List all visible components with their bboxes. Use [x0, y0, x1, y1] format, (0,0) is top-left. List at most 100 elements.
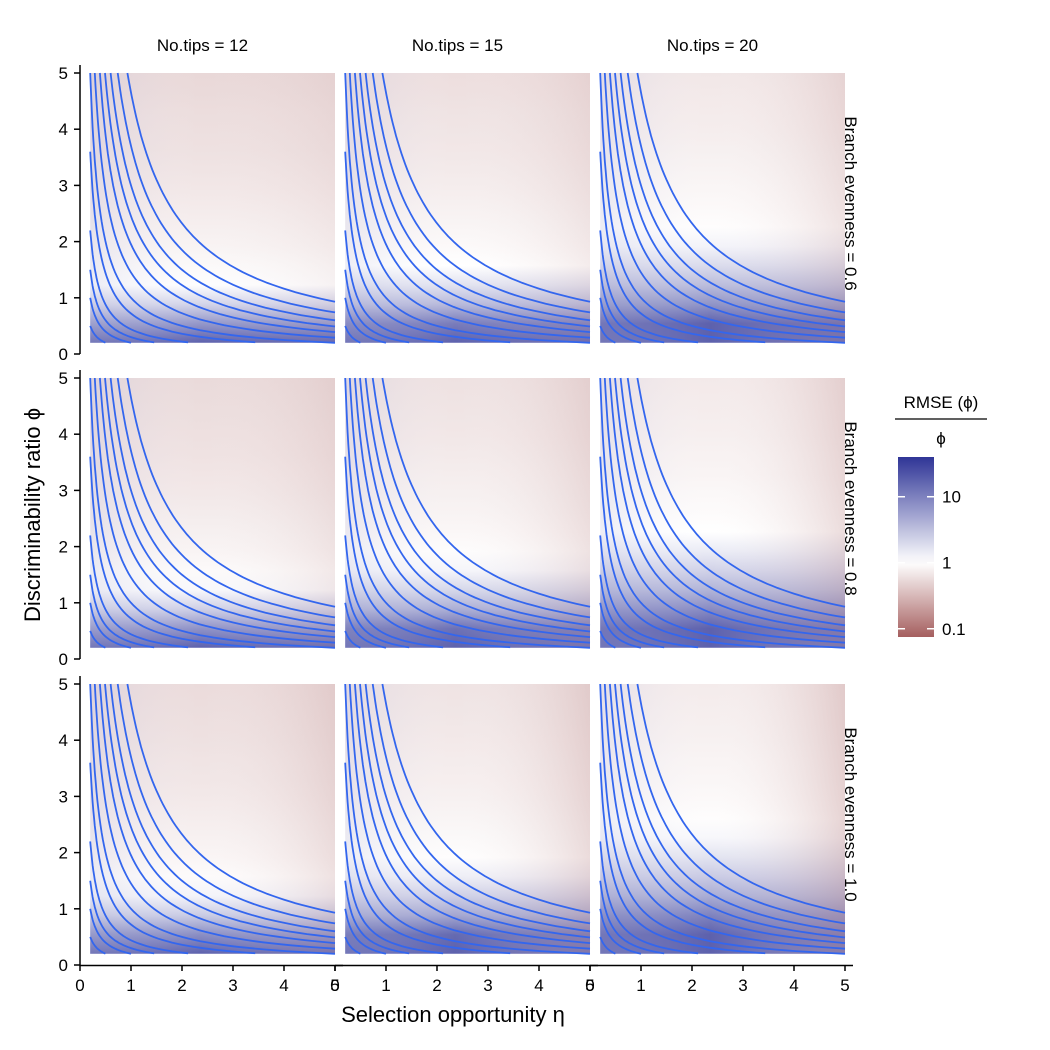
contour-line-7 [348, 377, 591, 644]
contour-line-12 [126, 377, 336, 608]
contour-line-8 [99, 683, 336, 944]
contour-line-11 [116, 683, 336, 925]
x-tick-label: 2 [687, 976, 696, 995]
contour-line-10 [364, 683, 591, 933]
contour-line-6 [344, 72, 591, 344]
contour-line-3 [599, 880, 665, 955]
x-tick-label: 5 [585, 976, 594, 995]
legend: RMSE (ϕ) ϕ 10 1 0.1 [895, 393, 987, 639]
contour-line-1 [599, 936, 616, 955]
y-axis-row-1: 0 1 2 3 4 5 [59, 64, 81, 364]
heatmap-tile-shade [90, 378, 335, 648]
contour-line-7 [348, 683, 591, 950]
heatmap-tile-shade [90, 73, 335, 343]
y-tick-label: 5 [59, 64, 68, 83]
legend-title-numerator: RMSE (ϕ) [904, 393, 979, 412]
contour-line-9 [614, 683, 846, 939]
heatmap-tile-shade [600, 378, 845, 648]
x-axis-col-2: 0 1 2 3 4 5 [330, 964, 598, 995]
contour-line-12 [381, 683, 591, 914]
contour-line-3 [89, 574, 155, 649]
y-tick-label: 5 [59, 675, 68, 694]
panel-r1-c1 [89, 72, 336, 344]
contour-line-12 [636, 377, 846, 608]
contour-line-10 [619, 72, 846, 322]
contour-line-2 [599, 602, 642, 649]
x-tick-label: 1 [126, 976, 135, 995]
contour-line-5 [344, 762, 511, 955]
contour-line-1 [344, 936, 361, 955]
y-tick-label: 4 [59, 120, 68, 139]
contour-line-7 [603, 683, 846, 950]
contour-line-4 [89, 841, 189, 955]
contour-line-2 [89, 297, 132, 344]
heatmap-tile-shade [600, 684, 845, 954]
contour-line-5 [89, 762, 256, 955]
contour-line-7 [93, 72, 336, 339]
x-tick-label: 5 [840, 976, 849, 995]
x-axis-col-1: 0 1 2 3 4 5 [75, 964, 343, 995]
contour-line-5 [599, 456, 766, 649]
contour-line-1 [89, 936, 106, 955]
row-facet-label: Branch evenness = 1.0 [841, 727, 860, 901]
contour-line-10 [109, 683, 336, 933]
contour-line-5 [599, 151, 766, 344]
x-tick-label: 5 [330, 976, 339, 995]
heatmap-tile-shade [600, 73, 845, 343]
y-tick-label: 3 [59, 481, 68, 500]
contour-line-7 [603, 72, 846, 339]
panels-layer [89, 72, 846, 955]
y-tick-label: 0 [59, 345, 68, 364]
x-axis-col-3: 0 1 2 3 4 5 [585, 964, 853, 995]
contour-line-1 [89, 325, 106, 344]
contour-line-6 [599, 72, 846, 344]
y-tick-label: 1 [59, 289, 68, 308]
contour-line-10 [619, 377, 846, 627]
contour-line-5 [599, 762, 766, 955]
contour-line-11 [371, 683, 591, 925]
contour-line-9 [359, 377, 591, 633]
x-tick-label: 0 [585, 976, 594, 995]
row-facet-label: Branch evenness = 0.8 [841, 421, 860, 595]
contour-line-4 [89, 230, 189, 344]
contour-line-12 [636, 72, 846, 303]
x-tick-label: 4 [534, 976, 543, 995]
x-tick-label: 1 [381, 976, 390, 995]
x-tick-label: 4 [279, 976, 288, 995]
contour-line-4 [599, 230, 699, 344]
contour-line-9 [104, 72, 336, 328]
contour-line-11 [371, 72, 591, 314]
legend-title-denominator: ϕ [936, 429, 946, 448]
contour-line-8 [99, 377, 336, 638]
x-tick-label: 0 [330, 976, 339, 995]
contour-line-6 [599, 683, 846, 955]
x-tick-label: 1 [636, 976, 645, 995]
y-tick-label: 2 [59, 538, 68, 557]
contour-line-7 [348, 72, 591, 339]
contour-line-5 [344, 456, 511, 649]
y-tick-label: 2 [59, 844, 68, 863]
panel-r3-c3 [599, 683, 846, 955]
row-facet-label: Branch evenness = 0.6 [841, 116, 860, 290]
contour-line-9 [614, 72, 846, 328]
contour-line-11 [116, 72, 336, 314]
heatmap-tile-shade [345, 378, 590, 648]
contour-line-5 [344, 151, 511, 344]
y-tick-label: 3 [59, 176, 68, 195]
panel-r1-c2 [344, 72, 591, 344]
contour-line-9 [104, 683, 336, 939]
legend-label: 1 [942, 554, 951, 573]
y-axis-row-3: 0 1 2 3 4 5 [59, 675, 81, 975]
y-tick-label: 2 [59, 233, 68, 252]
contour-line-6 [89, 72, 336, 344]
contour-line-7 [603, 377, 846, 644]
contour-line-6 [344, 683, 591, 955]
contour-line-4 [344, 230, 444, 344]
x-tick-label: 3 [738, 976, 747, 995]
contour-line-6 [89, 377, 336, 649]
y-tick-label: 4 [59, 425, 68, 444]
contour-line-8 [354, 683, 591, 944]
contour-line-3 [344, 574, 410, 649]
contour-line-10 [619, 683, 846, 933]
